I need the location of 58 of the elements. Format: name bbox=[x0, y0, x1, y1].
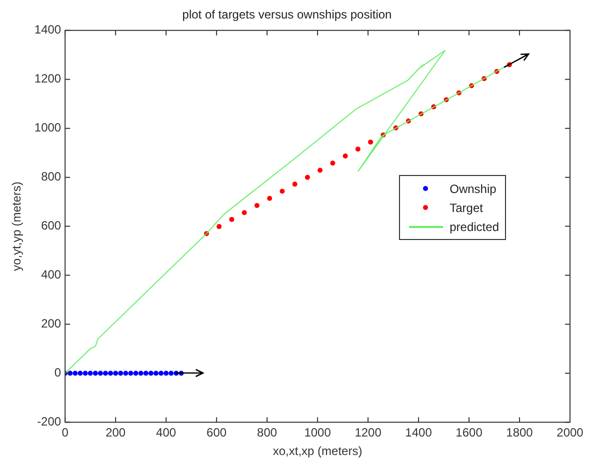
point bbox=[292, 182, 298, 187]
point bbox=[138, 370, 144, 376]
point bbox=[82, 370, 88, 376]
x-tick-label: 2000 bbox=[556, 426, 584, 440]
point bbox=[242, 210, 247, 216]
y-tick-label: 200 bbox=[41, 316, 62, 331]
point bbox=[148, 370, 154, 376]
point bbox=[368, 140, 374, 145]
point bbox=[158, 370, 164, 376]
y-tick-label: 600 bbox=[41, 218, 62, 233]
point bbox=[128, 370, 134, 376]
point bbox=[78, 370, 83, 376]
x-tick-label: 800 bbox=[257, 426, 278, 440]
y-tick-label: 1200 bbox=[34, 72, 62, 86]
point bbox=[98, 370, 103, 376]
x-tick-label: 1400 bbox=[405, 426, 432, 440]
legend-label: Ownship bbox=[450, 182, 496, 196]
y-tick-label: 800 bbox=[41, 170, 62, 184]
x-tick-label: 600 bbox=[206, 426, 227, 440]
point bbox=[113, 370, 118, 376]
point bbox=[168, 370, 174, 376]
chart-title: plot of targets versus ownships position bbox=[182, 8, 392, 22]
point bbox=[118, 370, 124, 376]
x-tick-label: 400 bbox=[156, 426, 176, 440]
point bbox=[143, 370, 148, 376]
x-axis-title: xo,xt,xp (meters) bbox=[272, 444, 362, 458]
y-tick-label: 400 bbox=[41, 268, 62, 282]
point bbox=[280, 188, 285, 194]
point bbox=[88, 370, 93, 376]
y-axis-title: yo,yt,yp (meters) bbox=[10, 182, 24, 271]
x-tick-label: 1600 bbox=[456, 426, 483, 440]
y-tick-label: 1000 bbox=[34, 120, 62, 135]
point bbox=[229, 216, 234, 222]
point bbox=[164, 370, 169, 376]
x-tick-label: 1000 bbox=[304, 426, 332, 440]
x-tick-label: 200 bbox=[106, 426, 126, 440]
x-tick-label: 1200 bbox=[354, 426, 382, 440]
y-tick-label: -200 bbox=[37, 414, 62, 429]
point bbox=[254, 202, 260, 208]
point bbox=[108, 370, 114, 376]
point bbox=[318, 168, 323, 173]
y-tick-label: 1400 bbox=[34, 22, 62, 37]
point bbox=[72, 370, 78, 376]
legend-label: predicted bbox=[450, 220, 499, 234]
point bbox=[355, 146, 360, 152]
point bbox=[267, 196, 272, 201]
point bbox=[133, 370, 138, 376]
point bbox=[102, 370, 108, 376]
legend-label: Target bbox=[450, 200, 483, 214]
y-tick-label: 0 bbox=[54, 366, 62, 380]
point bbox=[216, 224, 222, 230]
point bbox=[123, 370, 128, 376]
point bbox=[342, 154, 348, 159]
point bbox=[153, 370, 158, 376]
point bbox=[330, 160, 336, 166]
point bbox=[304, 174, 310, 180]
x-tick-label: 1800 bbox=[506, 426, 534, 440]
point bbox=[92, 370, 98, 376]
